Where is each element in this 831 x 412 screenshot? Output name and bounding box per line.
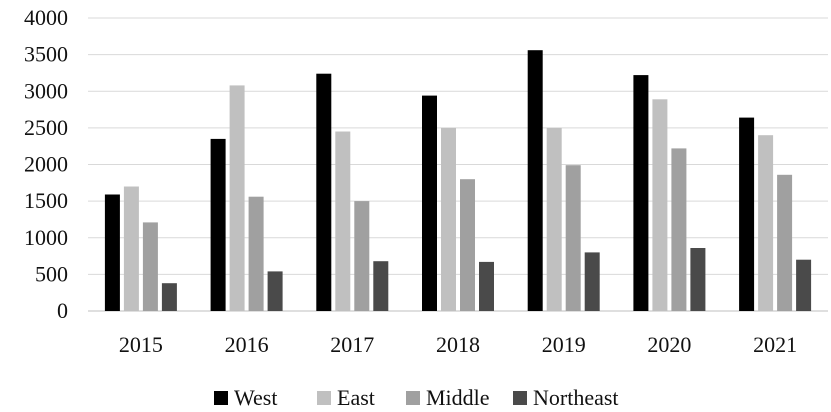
bars [104, 50, 812, 312]
bar-middle-2018 [460, 179, 475, 311]
bar-northeast-2021 [796, 259, 812, 311]
bar-middle-2020 [671, 148, 687, 311]
legend-label-west: West [234, 385, 277, 410]
bar-middle-2019 [565, 165, 581, 311]
x-tick-label: 2017 [330, 332, 374, 357]
x-tick-label: 2016 [225, 332, 269, 357]
legend-swatch-east [317, 391, 331, 405]
bar-northeast-2015 [161, 283, 177, 311]
bar-east-2020 [652, 99, 668, 311]
bar-east-2019 [546, 127, 562, 312]
bar-northeast-2016 [267, 271, 283, 311]
bar-east-2016 [229, 85, 245, 312]
y-tick-label: 1500 [24, 188, 68, 213]
legend: West East Middle Northeast [214, 385, 619, 410]
bar-east-2018 [441, 127, 456, 312]
bar-east-2021 [758, 135, 774, 311]
y-tick-label: 3000 [24, 78, 68, 103]
legend-label-east: East [337, 385, 375, 410]
bar-west-2020 [633, 75, 649, 311]
bar-west-2015 [104, 194, 120, 311]
bar-northeast-2018 [479, 261, 494, 311]
legend-swatch-northeast [513, 391, 527, 405]
y-tick-label: 3500 [24, 42, 68, 67]
x-tick-label: 2021 [753, 332, 797, 357]
y-tick-label: 2000 [24, 152, 68, 177]
x-tick-label: 2015 [119, 332, 163, 357]
x-tick-label: 2020 [647, 332, 691, 357]
gridlines [88, 17, 828, 275]
bar-northeast-2019 [584, 252, 600, 311]
legend-label-middle: Middle [426, 385, 490, 410]
bar-west-2019 [527, 50, 543, 311]
legend-swatch-middle [406, 391, 420, 405]
bar-northeast-2020 [690, 248, 706, 311]
bar-middle-2021 [777, 174, 793, 311]
y-tick-labels: 0 500 1000 1500 2000 2500 3000 3500 4000 [24, 5, 68, 323]
y-tick-label: 0 [57, 298, 68, 323]
bar-middle-2016 [248, 196, 264, 311]
y-tick-label: 1000 [24, 225, 68, 250]
legend-label-northeast: Northeast [533, 385, 619, 410]
bar-middle-2015 [142, 222, 158, 311]
y-tick-label: 500 [35, 261, 68, 286]
bar-west-2021 [739, 117, 755, 311]
bar-west-2018 [422, 95, 437, 311]
bar-east-2017 [335, 131, 351, 311]
bar-east-2015 [123, 186, 139, 311]
x-tick-label: 2018 [436, 332, 480, 357]
y-tick-label: 4000 [24, 5, 68, 30]
y-tick-label: 2500 [24, 115, 68, 140]
legend-swatch-west [214, 391, 228, 405]
bar-west-2016 [210, 138, 226, 311]
x-tick-labels: 2015 2016 2017 2018 2019 2020 2021 [119, 332, 797, 357]
x-tick-label: 2019 [542, 332, 586, 357]
bar-west-2017 [316, 73, 332, 311]
bar-middle-2017 [354, 201, 370, 311]
bar-northeast-2017 [373, 261, 389, 311]
